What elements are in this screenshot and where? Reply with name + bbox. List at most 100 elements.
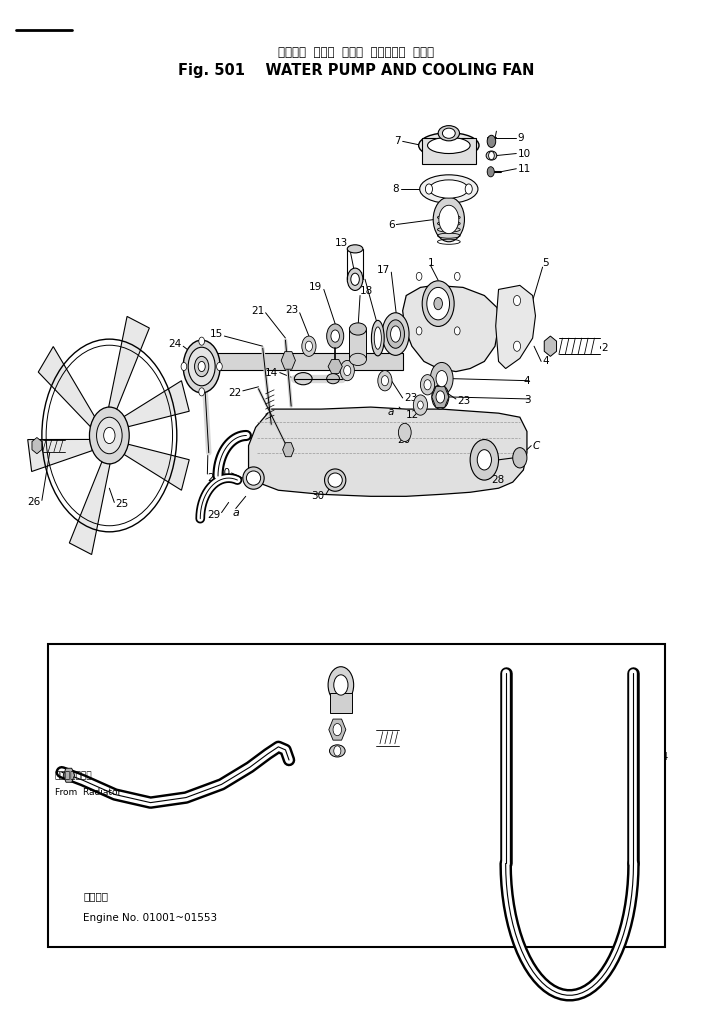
Circle shape <box>217 362 222 370</box>
Text: 適用号機: 適用号機 <box>83 891 108 901</box>
Text: 15: 15 <box>210 330 223 339</box>
Text: Fig. 501    WATER PUMP AND COOLING FAN: Fig. 501 WATER PUMP AND COOLING FAN <box>178 63 535 78</box>
Polygon shape <box>39 347 95 427</box>
Ellipse shape <box>349 322 366 335</box>
Polygon shape <box>282 442 294 457</box>
Polygon shape <box>496 286 535 368</box>
Text: From  Radiator: From Radiator <box>55 788 121 797</box>
Ellipse shape <box>386 320 404 348</box>
Circle shape <box>333 723 342 735</box>
Text: 26: 26 <box>27 497 41 507</box>
Bar <box>349 328 366 359</box>
Polygon shape <box>28 439 93 472</box>
Polygon shape <box>328 359 342 373</box>
Text: ウォータ  ポンプ  および  クーリング  ファン: ウォータ ポンプ および クーリング ファン <box>279 46 434 59</box>
Text: Engine No. 01001~01553: Engine No. 01001~01553 <box>83 913 217 923</box>
Ellipse shape <box>427 288 449 320</box>
Ellipse shape <box>486 151 497 160</box>
Circle shape <box>96 417 122 454</box>
Circle shape <box>513 341 520 351</box>
Text: 18: 18 <box>360 287 374 297</box>
Text: 20: 20 <box>398 434 411 444</box>
Ellipse shape <box>294 372 312 384</box>
Circle shape <box>436 370 448 386</box>
Circle shape <box>340 360 354 380</box>
Polygon shape <box>32 437 42 454</box>
Ellipse shape <box>382 313 409 355</box>
Circle shape <box>378 370 392 391</box>
Ellipse shape <box>183 340 220 393</box>
Circle shape <box>331 330 339 342</box>
Ellipse shape <box>243 467 265 489</box>
Circle shape <box>328 667 354 703</box>
Circle shape <box>454 326 460 335</box>
Text: 10: 10 <box>518 148 531 159</box>
Ellipse shape <box>327 373 339 383</box>
Text: 9: 9 <box>518 133 524 143</box>
Circle shape <box>465 184 472 194</box>
Text: ラジエータから: ラジエータから <box>55 772 92 781</box>
Text: 23: 23 <box>457 396 471 406</box>
Ellipse shape <box>422 281 454 326</box>
Text: 3: 3 <box>524 395 530 405</box>
Circle shape <box>454 273 460 281</box>
Text: a: a <box>232 507 239 518</box>
Ellipse shape <box>198 361 205 371</box>
Polygon shape <box>63 768 75 782</box>
Circle shape <box>487 135 496 147</box>
Text: 5: 5 <box>543 258 549 268</box>
Text: 32: 32 <box>297 736 310 746</box>
Text: 21: 21 <box>251 306 265 315</box>
Bar <box>193 353 403 369</box>
Circle shape <box>399 423 411 441</box>
Text: 12: 12 <box>406 410 419 420</box>
Text: 27: 27 <box>207 473 220 483</box>
Polygon shape <box>69 462 110 554</box>
Text: 23: 23 <box>285 305 298 314</box>
Circle shape <box>418 401 424 409</box>
Text: 13: 13 <box>334 238 348 248</box>
Polygon shape <box>544 336 557 356</box>
Text: 16: 16 <box>350 273 364 283</box>
Ellipse shape <box>347 245 363 253</box>
Circle shape <box>414 395 428 415</box>
Circle shape <box>470 439 498 480</box>
Text: 33: 33 <box>297 717 310 726</box>
Ellipse shape <box>443 128 455 138</box>
Text: 24: 24 <box>168 340 182 349</box>
Ellipse shape <box>247 471 261 485</box>
Circle shape <box>89 407 129 464</box>
Circle shape <box>426 184 433 194</box>
Ellipse shape <box>329 744 345 757</box>
Polygon shape <box>124 444 189 490</box>
Text: 28: 28 <box>491 475 505 485</box>
Ellipse shape <box>391 325 401 342</box>
Ellipse shape <box>371 320 384 356</box>
Ellipse shape <box>351 274 359 286</box>
Text: 23: 23 <box>404 393 417 403</box>
Circle shape <box>421 374 435 395</box>
Circle shape <box>305 341 312 351</box>
Text: 31: 31 <box>351 664 364 673</box>
Ellipse shape <box>324 469 346 491</box>
Text: 25: 25 <box>115 499 128 510</box>
Circle shape <box>432 384 448 409</box>
Text: 2: 2 <box>602 344 608 353</box>
Circle shape <box>344 365 351 375</box>
Text: C: C <box>533 440 540 451</box>
Ellipse shape <box>195 356 209 376</box>
Polygon shape <box>108 316 149 409</box>
Bar <box>422 138 476 164</box>
Circle shape <box>436 391 445 403</box>
Circle shape <box>381 375 389 385</box>
Text: 22: 22 <box>228 387 242 398</box>
Ellipse shape <box>188 347 215 385</box>
Circle shape <box>424 379 431 390</box>
Circle shape <box>302 336 316 356</box>
Polygon shape <box>124 380 189 427</box>
Ellipse shape <box>434 298 443 310</box>
Ellipse shape <box>347 268 363 291</box>
Polygon shape <box>281 352 295 369</box>
Text: 7: 7 <box>394 136 401 146</box>
Ellipse shape <box>419 133 479 158</box>
